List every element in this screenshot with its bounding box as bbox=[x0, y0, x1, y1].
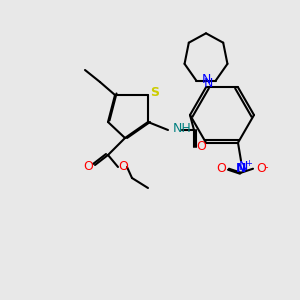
Text: N: N bbox=[236, 162, 246, 175]
Text: O: O bbox=[216, 162, 226, 175]
Text: N: N bbox=[201, 73, 211, 86]
Text: +: + bbox=[246, 159, 252, 168]
Text: NH: NH bbox=[173, 122, 192, 134]
Text: S: S bbox=[151, 86, 160, 100]
Text: O: O bbox=[196, 140, 206, 154]
Text: O: O bbox=[118, 160, 128, 172]
Text: -: - bbox=[264, 162, 268, 172]
Text: N: N bbox=[238, 160, 248, 173]
Text: O: O bbox=[83, 160, 93, 173]
Text: N: N bbox=[203, 77, 213, 90]
Text: O: O bbox=[256, 162, 266, 175]
